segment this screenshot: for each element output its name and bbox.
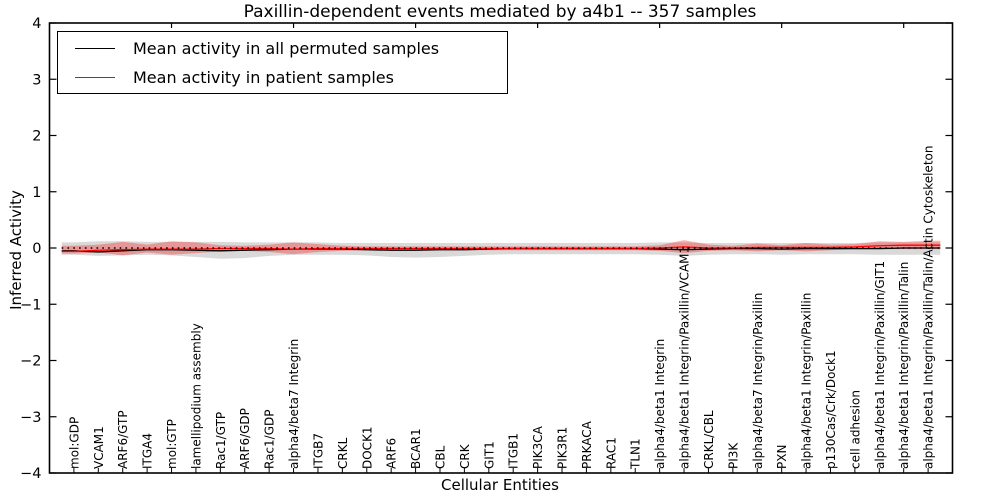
x-tick-label: alpha4/beta1 Integrin/Paxillin/Talin	[897, 262, 911, 469]
x-tick-label: ITGB1	[507, 433, 521, 469]
x-tick-label: ITGB7	[311, 433, 325, 469]
legend-item-patient: Mean activity in patient samples	[58, 64, 507, 90]
y-tick-label: −2	[20, 354, 41, 370]
x-tick-label: TLN1	[629, 438, 643, 470]
x-tick-label: mol:GTP	[165, 419, 179, 469]
x-tick-label: DOCK1	[360, 426, 374, 469]
y-tick-label: 4	[32, 16, 41, 32]
permuted-samples-range-band	[61, 241, 941, 259]
x-tick-label: ARF6/GTP	[116, 410, 130, 469]
y-tick-label: −3	[20, 410, 41, 426]
x-tick-label: alpha4/beta7 Integrin	[287, 339, 301, 469]
x-tick-label: PRKACA	[580, 420, 594, 469]
x-tick-label: alpha4/beta1 Integrin	[653, 339, 667, 469]
x-tick-label: Rac1/GTP	[214, 412, 228, 469]
x-tick-label: RAC1	[604, 437, 618, 469]
x-tick-label: BCAR1	[409, 428, 423, 469]
patient-mean-line	[61, 244, 941, 253]
x-tick-label: GIT1	[482, 441, 496, 469]
x-tick-label: PIK3R1	[556, 427, 570, 469]
x-tick-label: alpha4/beta1 Integrin/Paxillin/Talin/Act…	[922, 146, 936, 469]
y-tick-label: 1	[32, 185, 41, 201]
legend-label-patient: Mean activity in patient samples	[133, 67, 394, 87]
x-tick-label: alpha4/beta1 Integrin/Paxillin	[800, 293, 814, 469]
y-tick-label: −1	[20, 297, 41, 313]
x-tick-label: CRKL	[336, 437, 350, 469]
x-tick-label: alpha4/beta1 Integrin/Paxillin/GIT1	[873, 261, 887, 469]
x-tick-label: PI3K	[726, 442, 740, 469]
x-tick-label: ARF6	[385, 438, 399, 469]
legend: Mean activity in all permuted samples Me…	[57, 31, 508, 94]
y-tick-label: 2	[32, 129, 41, 145]
x-tick-label: Rac1/GDP	[263, 410, 277, 469]
x-tick-label: CRKL/CBL	[702, 410, 716, 469]
legend-item-permuted: Mean activity in all permuted samples	[58, 35, 507, 61]
patient-line-swatch	[75, 76, 115, 78]
x-tick-label: alpha4/beta1 Integrin/Paxillin/VCAM1	[678, 246, 692, 469]
y-tick-label: 0	[32, 241, 41, 257]
x-tick-label: ITGA4	[141, 433, 155, 469]
x-tick-label: PIK3CA	[531, 425, 545, 469]
x-tick-label: VCAM1	[92, 426, 106, 469]
x-tick-label: p130Cas/Crk/Dock1	[824, 350, 838, 469]
patient-samples-range-band	[61, 240, 941, 256]
x-tick-label: CRK	[458, 443, 472, 469]
permuted-line-swatch	[75, 47, 115, 49]
y-axis-label: Inferred Activity	[7, 190, 25, 310]
x-tick-label: ARF6/GDP	[238, 408, 252, 469]
x-tick-label: CBL	[433, 445, 447, 469]
x-tick-label: lamellipodium assembly	[189, 323, 203, 469]
x-tick-label: mol:GDP	[67, 417, 81, 469]
y-tick-label: −4	[20, 466, 41, 482]
legend-label-permuted: Mean activity in all permuted samples	[133, 38, 440, 58]
y-tick-label: 3	[32, 72, 41, 88]
x-tick-label: alpha4/beta7 Integrin/Paxillin	[751, 293, 765, 469]
chart-title: Paxillin-dependent events mediated by a4…	[243, 2, 757, 22]
x-tick-label: cell adhesion	[848, 390, 862, 469]
x-axis-label: Cellular Entities	[441, 476, 559, 494]
x-tick-label: PXN	[775, 445, 789, 469]
